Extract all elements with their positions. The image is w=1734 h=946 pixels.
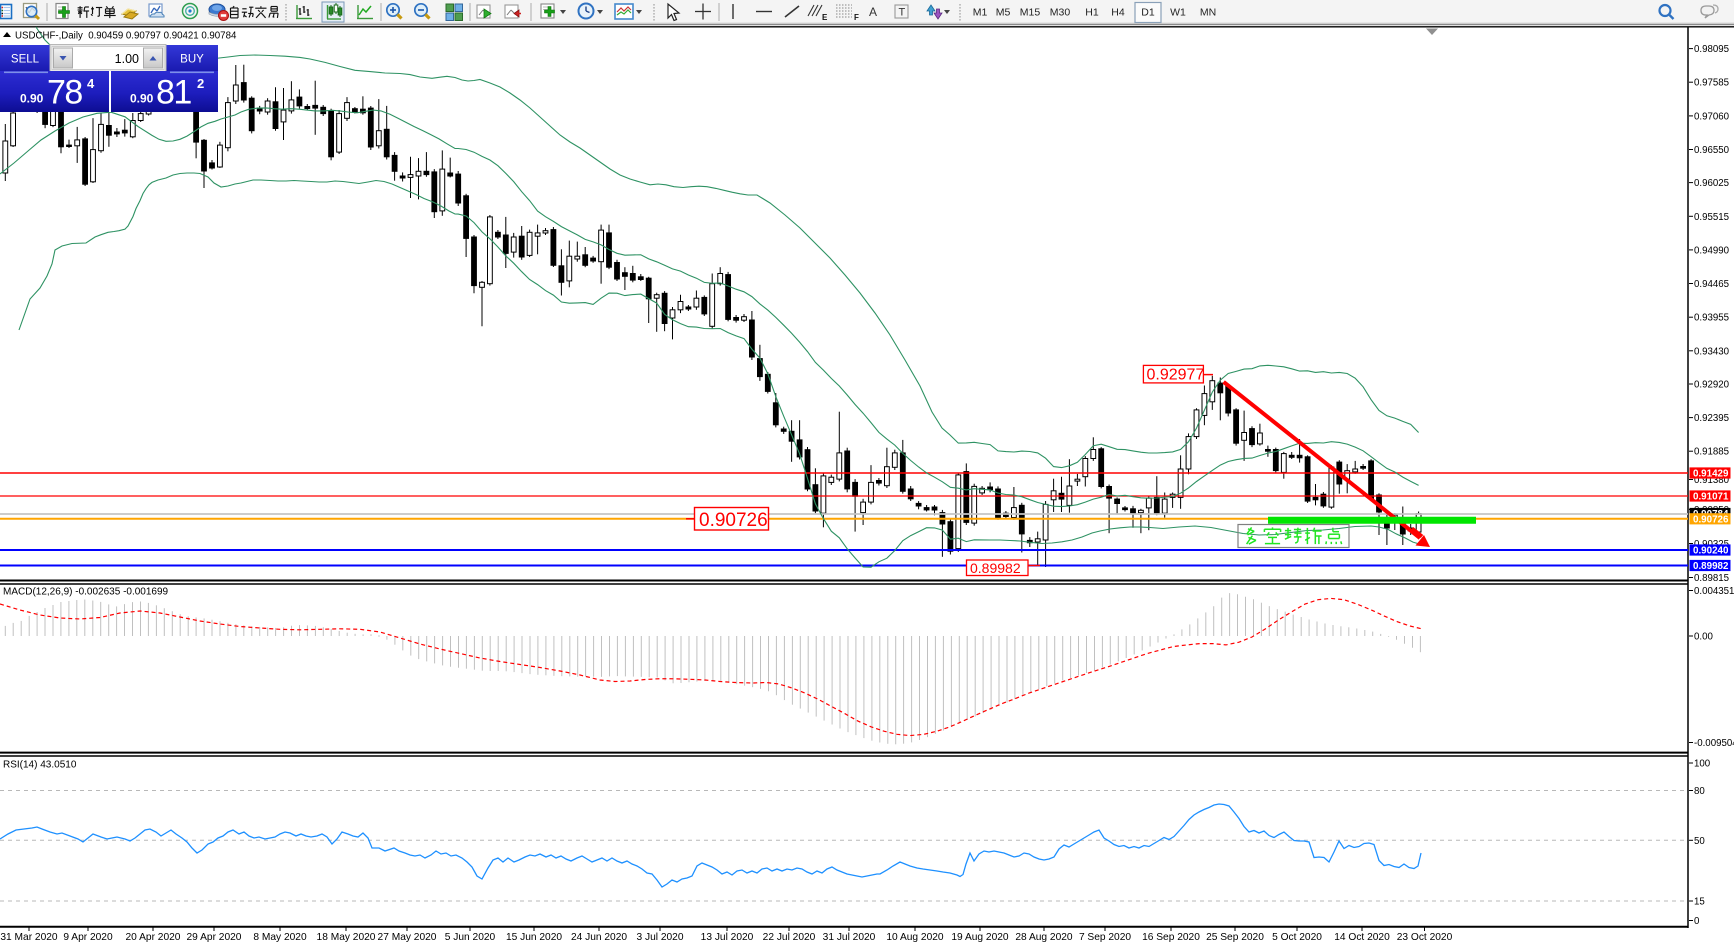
svg-text:15 Jun 2020: 15 Jun 2020 <box>506 932 562 943</box>
svg-text:0.96550: 0.96550 <box>1694 145 1730 156</box>
svg-text:M30: M30 <box>1050 7 1071 19</box>
svg-text:0.95515: 0.95515 <box>1694 212 1729 223</box>
svg-text:20 Apr 2020: 20 Apr 2020 <box>126 932 181 943</box>
svg-text:25 Sep 2020: 25 Sep 2020 <box>1206 932 1264 943</box>
svg-text:0: 0 <box>1694 916 1700 927</box>
svg-text:24 Jun 2020: 24 Jun 2020 <box>571 932 627 943</box>
svg-text:0.90240: 0.90240 <box>1693 546 1729 557</box>
svg-text:81: 81 <box>156 74 191 112</box>
svg-text:USDCHF-,Daily 0.90459 0.90797: USDCHF-,Daily 0.90459 0.90797 0.90421 0.… <box>15 31 237 42</box>
svg-text:0.96025: 0.96025 <box>1694 178 1729 189</box>
svg-text:14 Oct 2020: 14 Oct 2020 <box>1334 932 1390 943</box>
svg-text:78: 78 <box>47 74 82 112</box>
svg-text:0.004351: 0.004351 <box>1694 586 1734 597</box>
svg-text:18 May 2020: 18 May 2020 <box>317 932 376 943</box>
svg-text:MACD(12,26,9) -0.002635 -0.001: MACD(12,26,9) -0.002635 -0.001699 <box>3 587 169 598</box>
svg-text:8 May 2020: 8 May 2020 <box>253 932 307 943</box>
svg-text:0.91071: 0.91071 <box>1693 492 1729 503</box>
svg-text:D1: D1 <box>1141 7 1155 19</box>
svg-text:0.92395: 0.92395 <box>1694 413 1729 424</box>
svg-text:3 Jul 2020: 3 Jul 2020 <box>636 932 683 943</box>
svg-text:M1: M1 <box>973 7 988 19</box>
svg-text:0.92977: 0.92977 <box>1147 367 1205 384</box>
svg-text:0.91380: 0.91380 <box>1694 475 1730 486</box>
svg-text:BUY: BUY <box>180 54 204 66</box>
svg-text:0.98095: 0.98095 <box>1694 44 1729 55</box>
svg-text:0.94465: 0.94465 <box>1694 279 1729 290</box>
svg-text:M5: M5 <box>996 7 1011 19</box>
svg-text:SELL: SELL <box>11 54 40 66</box>
svg-text:22 Jul 2020: 22 Jul 2020 <box>763 932 816 943</box>
svg-text:31 Jul 2020: 31 Jul 2020 <box>823 932 876 943</box>
svg-text:100: 100 <box>1694 759 1711 770</box>
svg-text:9 Apr 2020: 9 Apr 2020 <box>63 932 113 943</box>
svg-text:0.00: 0.00 <box>1694 632 1713 643</box>
svg-text:5 Jun 2020: 5 Jun 2020 <box>445 932 496 943</box>
svg-text:0.90: 0.90 <box>130 92 154 106</box>
svg-text:23 Oct 2020: 23 Oct 2020 <box>1397 932 1453 943</box>
svg-text:7 Sep 2020: 7 Sep 2020 <box>1079 932 1131 943</box>
svg-text:13 Jul 2020: 13 Jul 2020 <box>701 932 754 943</box>
svg-text:4: 4 <box>87 76 95 91</box>
svg-text:0.90: 0.90 <box>20 92 44 106</box>
svg-text:-0.009504: -0.009504 <box>1694 738 1734 749</box>
svg-text:5 Oct 2020: 5 Oct 2020 <box>1272 932 1322 943</box>
svg-text:29 Apr 2020: 29 Apr 2020 <box>187 932 242 943</box>
svg-text:0.89982: 0.89982 <box>1693 561 1729 572</box>
svg-text:15: 15 <box>1694 897 1705 908</box>
svg-text:27 May 2020: 27 May 2020 <box>378 932 437 943</box>
svg-text:H1: H1 <box>1085 7 1099 19</box>
svg-text:W1: W1 <box>1170 7 1186 19</box>
svg-text:19 Aug 2020: 19 Aug 2020 <box>951 932 1009 943</box>
svg-text:0.91429: 0.91429 <box>1693 469 1729 480</box>
svg-text:0.92920: 0.92920 <box>1694 380 1730 391</box>
svg-text:H4: H4 <box>1111 7 1125 19</box>
svg-text:0.90726: 0.90726 <box>699 510 768 531</box>
svg-text:10 Aug 2020: 10 Aug 2020 <box>886 932 944 943</box>
svg-text:2: 2 <box>197 76 204 91</box>
svg-text:0.89982: 0.89982 <box>970 560 1021 576</box>
svg-text:0.91885: 0.91885 <box>1694 447 1729 458</box>
svg-text:T: T <box>899 7 906 19</box>
svg-text:0.89815: 0.89815 <box>1694 573 1729 584</box>
svg-text:0.94990: 0.94990 <box>1694 245 1730 256</box>
svg-text:50: 50 <box>1694 836 1705 847</box>
svg-text:F: F <box>854 13 859 22</box>
svg-text:1.00: 1.00 <box>115 52 139 66</box>
svg-text:A: A <box>869 5 877 19</box>
svg-text:MN: MN <box>1200 7 1216 19</box>
svg-text:0.93955: 0.93955 <box>1694 313 1729 324</box>
svg-text:80: 80 <box>1694 786 1705 797</box>
svg-text:0.97585: 0.97585 <box>1694 78 1729 89</box>
svg-text:0.90726: 0.90726 <box>1693 514 1729 525</box>
svg-text:0.97060: 0.97060 <box>1694 111 1730 122</box>
svg-text:28 Aug 2020: 28 Aug 2020 <box>1015 932 1073 943</box>
svg-text:16 Sep 2020: 16 Sep 2020 <box>1142 932 1200 943</box>
svg-text:0.93430: 0.93430 <box>1694 346 1730 357</box>
svg-text:E: E <box>822 13 828 22</box>
svg-text:M15: M15 <box>1020 7 1041 19</box>
svg-text:31 Mar 2020: 31 Mar 2020 <box>0 932 58 943</box>
svg-text:RSI(14) 43.0510: RSI(14) 43.0510 <box>3 760 77 771</box>
